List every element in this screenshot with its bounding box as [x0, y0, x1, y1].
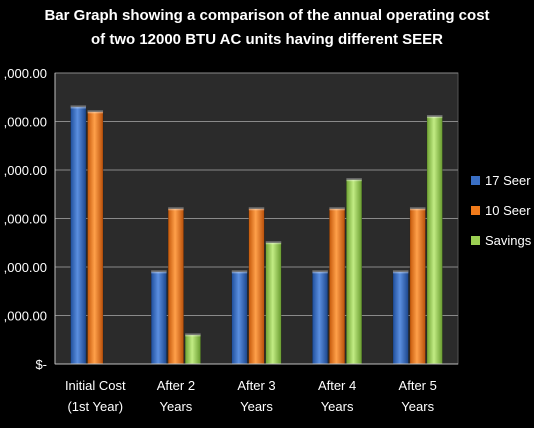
bar-top-highlight — [87, 110, 104, 114]
bar-top-highlight — [265, 241, 282, 245]
x-tick-label: After 5 — [399, 378, 437, 393]
x-tick-label: Years — [160, 399, 193, 414]
bar-savings — [184, 334, 201, 365]
bar-17-seer — [312, 271, 329, 365]
legend-swatch — [471, 236, 480, 245]
bar-17-seer — [392, 271, 409, 365]
bar-top-highlight — [70, 105, 87, 109]
bar-10-seer — [409, 208, 426, 365]
y-tick-label: ,000.00 — [4, 212, 47, 227]
y-tick-label: ,000.00 — [4, 309, 47, 324]
legend: 17 Seer 10 Seer Savings — [471, 173, 532, 248]
bar-top-highlight — [312, 270, 328, 274]
x-tick-label: After 3 — [237, 378, 275, 393]
legend-label: 17 Seer — [485, 173, 531, 188]
bar-savings — [426, 116, 443, 365]
bar-10-seer — [87, 111, 104, 365]
legend-swatch — [471, 176, 480, 185]
gridlines — [55, 72, 458, 316]
y-axis-ticks: $- ,000.00 ,000.00 ,000.00 ,000.00 ,000.00 ,00… — [4, 66, 47, 372]
bar-savings — [346, 179, 363, 365]
bar-top-highlight — [426, 115, 443, 119]
bar-17-seer — [231, 271, 248, 365]
y-tick-label: ,000.00 — [4, 260, 47, 275]
chart-subtitle: of two 12000 BTU AC units having differe… — [91, 31, 443, 48]
bar-top-highlight — [168, 207, 184, 211]
legend-label: 10 Seer — [485, 203, 531, 218]
legend-label: Savings — [485, 233, 532, 248]
x-tick-label: After 4 — [318, 378, 356, 393]
bar-top-highlight — [151, 270, 167, 274]
bar-top-highlight — [329, 207, 345, 211]
bar-17-seer — [150, 271, 167, 365]
bar-savings — [265, 242, 282, 365]
bar-top-highlight — [248, 207, 265, 211]
chart-title: Bar Graph showing a comparison of the an… — [44, 7, 489, 24]
x-axis-labels: Initial Cost (1st Year) After 2 Years After … — [65, 378, 437, 414]
x-tick-label: After 2 — [157, 378, 195, 393]
bar-10-seer — [329, 208, 346, 365]
x-tick-label: Years — [321, 399, 354, 414]
x-tick-label: (1st Year) — [67, 399, 123, 414]
bar-10-seer — [167, 208, 184, 365]
bars — [70, 105, 443, 365]
y-tick-label: $- — [35, 357, 47, 372]
bar-10-seer — [248, 208, 265, 365]
x-tick-label: Years — [240, 399, 273, 414]
bar-top-highlight — [346, 178, 362, 182]
bar-top-highlight — [409, 207, 426, 211]
bar-top-highlight — [185, 333, 201, 337]
y-tick-label: ,000.00 — [4, 163, 47, 178]
bar-17-seer — [70, 106, 87, 365]
bar-top-highlight — [392, 270, 409, 274]
x-tick-label: Initial Cost — [65, 378, 126, 393]
y-tick-label: ,000.00 — [4, 115, 47, 130]
x-tick-label: Years — [401, 399, 434, 414]
bar-top-highlight — [231, 270, 248, 274]
legend-swatch — [471, 206, 480, 215]
y-tick-label: ,000.00 — [4, 66, 47, 81]
